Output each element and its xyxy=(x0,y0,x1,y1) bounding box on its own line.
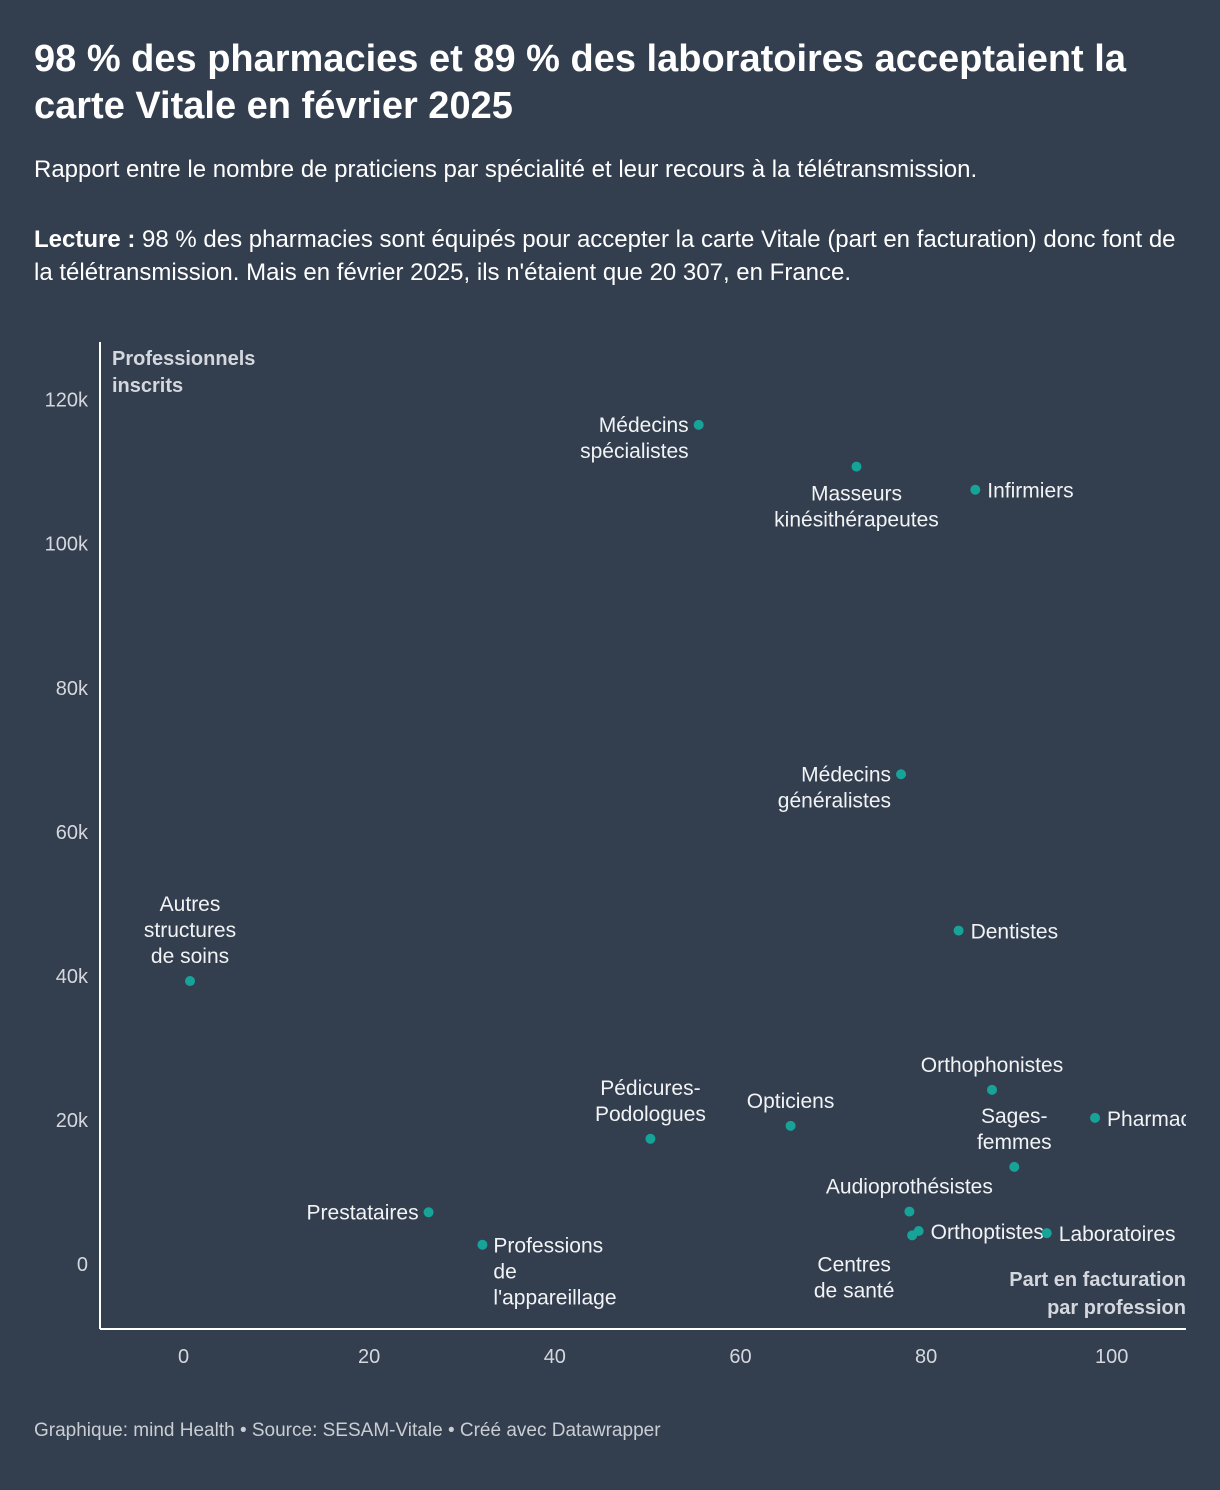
reading-note-label: Lecture : xyxy=(34,226,136,253)
point-label: Dentistes xyxy=(971,921,1059,944)
data-point[interactable] xyxy=(1090,1112,1101,1123)
point-label: Professions de l'appareillage xyxy=(493,1235,616,1310)
y-tick-label: 60k xyxy=(56,822,89,844)
point-label: Opticiens xyxy=(747,1090,835,1113)
y-tick-label: 20k xyxy=(56,1110,89,1132)
point-label: Audioprothésistes xyxy=(826,1176,993,1199)
point-label: Orthoptistes xyxy=(931,1221,1044,1244)
data-point[interactable] xyxy=(896,769,907,780)
point-label: Sages-femmes xyxy=(977,1105,1052,1154)
data-point[interactable] xyxy=(477,1239,488,1250)
x-tick-label: 80 xyxy=(915,1346,937,1368)
data-point[interactable] xyxy=(185,976,196,987)
data-point[interactable] xyxy=(851,461,862,472)
data-point[interactable] xyxy=(987,1084,998,1095)
x-axis-title: Part en facturation par profession xyxy=(1009,1269,1186,1319)
reading-note-text: 98 % des pharmacies sont équipés pour ac… xyxy=(34,226,1176,286)
y-tick-label: 80k xyxy=(56,678,89,700)
x-tick-label: 20 xyxy=(358,1346,380,1368)
point-label: Prestataires xyxy=(307,1201,419,1224)
data-point[interactable] xyxy=(645,1133,656,1144)
point-label: Laboratoires xyxy=(1059,1223,1176,1246)
data-points xyxy=(185,419,1101,1250)
point-label: Infirmiers xyxy=(987,480,1073,503)
reading-note: Lecture : 98 % des pharmacies sont équip… xyxy=(34,223,1184,289)
y-tick-label: 100k xyxy=(45,534,89,556)
chart-footer: Graphique: mind Health • Source: SESAM-V… xyxy=(34,1420,661,1441)
data-point[interactable] xyxy=(693,419,704,430)
point-label: Pharmacies xyxy=(1107,1108,1218,1131)
y-axis-title: Professionnels inscrits xyxy=(112,348,255,397)
data-point[interactable] xyxy=(1009,1161,1020,1172)
data-point[interactable] xyxy=(970,484,981,495)
point-label: Médecins généralistes xyxy=(778,763,891,812)
data-point[interactable] xyxy=(907,1230,918,1241)
x-tick-label: 60 xyxy=(729,1346,751,1368)
y-tick-label: 0 xyxy=(77,1254,88,1276)
x-tick-label: 40 xyxy=(544,1346,566,1368)
data-point[interactable] xyxy=(953,925,964,936)
y-tick-label: 40k xyxy=(56,966,89,988)
x-tick-label: 0 xyxy=(178,1346,189,1368)
data-point[interactable] xyxy=(785,1120,796,1131)
point-label: Orthophonistes xyxy=(921,1054,1063,1077)
data-point[interactable] xyxy=(423,1207,434,1218)
chart-title: 98 % des pharmacies et 89 % des laborato… xyxy=(34,38,1126,127)
point-label: Autres structures de soins xyxy=(144,893,236,968)
point-label: Pédicures-Podologues xyxy=(595,1077,706,1126)
point-label: Masseurs kinésithérapeutes xyxy=(774,483,939,532)
chart-subtitle: Rapport entre le nombre de praticiens pa… xyxy=(34,156,978,183)
point-labels: Médecins spécialistes Masseurs kinésithérap… xyxy=(144,414,1218,1310)
data-point[interactable] xyxy=(904,1206,915,1217)
point-label: Centres de santé xyxy=(814,1253,895,1302)
data-point[interactable] xyxy=(1041,1228,1052,1239)
x-tick-label: 100 xyxy=(1095,1346,1128,1368)
y-tick-label: 120k xyxy=(45,390,89,412)
point-label: Médecins spécialistes xyxy=(580,414,689,463)
